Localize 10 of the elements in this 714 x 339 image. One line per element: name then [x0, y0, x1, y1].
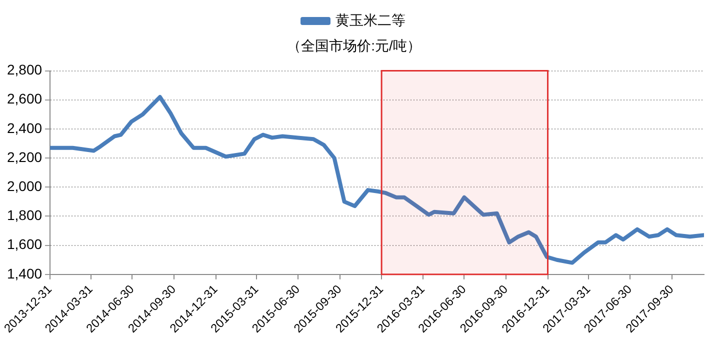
y-tick-label: 1,400: [6, 265, 42, 282]
y-tick-label: 2,600: [6, 90, 42, 107]
chart-subtitle: （全国市场价:元/吨）: [287, 37, 421, 54]
y-tick-label: 2,800: [6, 62, 42, 78]
legend-label: 黄玉米二等: [336, 12, 406, 28]
y-tick-label: 1,600: [6, 236, 42, 252]
y-tick-label: 2,200: [6, 148, 42, 165]
y-tick-label: 2,000: [6, 178, 42, 194]
y-tick-label: 1,800: [6, 207, 42, 224]
y-tick-label: 2,400: [6, 120, 42, 136]
